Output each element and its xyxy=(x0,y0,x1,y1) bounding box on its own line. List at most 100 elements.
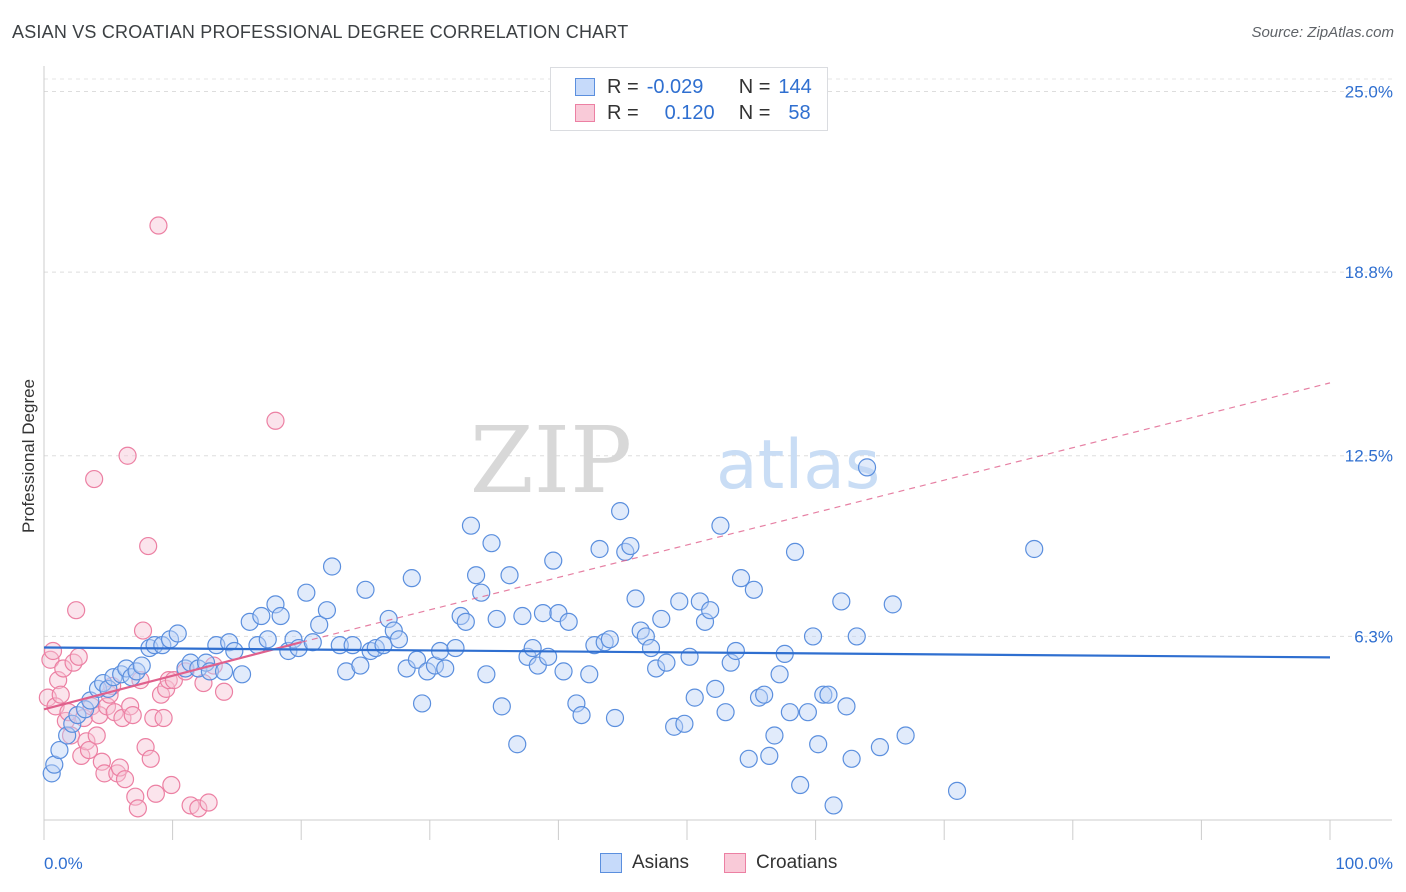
data-point-asians xyxy=(706,679,725,698)
data-point-asians xyxy=(760,746,779,765)
data-point-asians xyxy=(303,633,322,652)
data-point-croatians xyxy=(126,787,145,806)
data-point-croatians xyxy=(151,685,171,704)
legend-n-value: 144 xyxy=(778,75,812,98)
data-point-asians xyxy=(76,700,95,719)
data-point-asians xyxy=(809,735,828,754)
data-point-asians xyxy=(482,534,501,553)
data-point-asians xyxy=(132,656,151,675)
data-point-asians xyxy=(883,595,902,614)
data-point-asians xyxy=(857,458,877,477)
data-point-asians xyxy=(559,612,578,631)
watermark-zip: ZIP xyxy=(470,407,632,514)
data-point-asians xyxy=(749,688,769,707)
axes xyxy=(43,66,1392,840)
data-point-asians xyxy=(258,630,277,649)
data-point-asians xyxy=(112,665,131,684)
data-point-croatians xyxy=(139,536,158,556)
legend-r-label: R = xyxy=(607,75,639,98)
data-point-asians xyxy=(240,612,259,631)
data-point-asians xyxy=(824,796,843,815)
data-point-asians xyxy=(791,775,810,795)
data-point-asians xyxy=(466,566,486,585)
legend-r-value: 0.120 xyxy=(664,101,715,124)
data-point-asians xyxy=(1025,539,1044,559)
data-point-asians xyxy=(297,583,316,602)
data-point-asians xyxy=(402,569,421,588)
data-point-asians xyxy=(533,604,553,623)
data-point-croatians xyxy=(199,793,218,812)
data-point-croatians xyxy=(136,738,155,757)
legend-item-asians: Asians xyxy=(600,852,689,874)
y-tick-label: 25.0% xyxy=(1345,82,1393,101)
data-point-croatians xyxy=(64,653,83,672)
grid-lines xyxy=(44,78,1392,637)
data-point-asians xyxy=(785,542,805,562)
asians-series xyxy=(42,458,1044,815)
legend-swatch-asians xyxy=(600,853,622,873)
data-point-asians xyxy=(765,726,784,745)
data-point-asians xyxy=(842,749,861,768)
data-point-asians xyxy=(492,697,511,716)
data-point-croatians xyxy=(67,601,86,620)
data-point-asians xyxy=(695,612,715,631)
data-point-croatians xyxy=(141,749,160,768)
data-point-asians xyxy=(847,627,866,646)
data-point-asians xyxy=(726,641,745,661)
data-point-croatians xyxy=(133,621,153,640)
y-tick-label: 12.5% xyxy=(1345,447,1393,466)
data-point-asians xyxy=(539,647,558,666)
data-point-asians xyxy=(477,665,496,684)
data-point-asians xyxy=(214,662,234,681)
data-point-asians xyxy=(513,606,532,626)
data-point-asians xyxy=(814,685,833,704)
data-point-asians xyxy=(572,705,591,725)
source-label: Source: ZipAtlas.com xyxy=(1251,24,1394,41)
trend-lines xyxy=(43,382,1331,711)
chart-title: ASIAN VS CROATIAN PROFESSIONAL DEGREE CO… xyxy=(12,22,629,42)
data-point-asians xyxy=(680,647,699,666)
tick-labels: 6.3% 12.5% 18.8% 25.0% 0.0% 100.0% xyxy=(44,82,1393,873)
data-point-asians xyxy=(819,685,838,704)
data-point-asians xyxy=(220,633,239,652)
data-point-asians xyxy=(744,580,763,599)
x-tick-label: 100.0% xyxy=(1335,854,1393,873)
legend-row-croatians: R = 0.120 N = 58 xyxy=(575,100,811,126)
data-point-asians xyxy=(310,615,329,634)
data-point-asians xyxy=(670,592,689,611)
data-point-asians xyxy=(508,735,527,754)
data-point-asians xyxy=(701,601,720,620)
data-point-croatians xyxy=(189,799,208,818)
data-point-croatians xyxy=(92,752,111,771)
y-tick-label: 18.8% xyxy=(1345,263,1393,282)
data-point-asians xyxy=(500,566,519,585)
legend-item-croatians: Croatians xyxy=(724,852,837,874)
data-point-asians xyxy=(798,703,817,722)
data-point-croatians xyxy=(54,659,73,678)
data-point-croatians xyxy=(146,784,165,803)
legend-n-value: 58 xyxy=(788,101,811,124)
data-point-asians xyxy=(621,536,640,556)
data-point-croatians xyxy=(162,775,181,795)
data-point-asians xyxy=(567,694,586,713)
legend-n-label: N = xyxy=(738,101,771,124)
data-point-asians xyxy=(544,551,563,570)
data-point-asians xyxy=(412,694,432,713)
data-point-croatians xyxy=(149,216,168,235)
legend-swatch-croatians xyxy=(575,104,595,122)
legend-r-value: -0.029 xyxy=(646,75,704,98)
data-point-asians xyxy=(317,601,337,620)
data-point-asians xyxy=(685,688,704,707)
trend-line-croatians xyxy=(43,641,302,711)
data-point-asians xyxy=(322,557,342,576)
croatians-series xyxy=(38,216,285,818)
data-point-asians xyxy=(716,703,735,722)
data-point-asians xyxy=(50,740,69,760)
legend-n-label: N = xyxy=(738,75,771,98)
data-point-asians xyxy=(832,592,851,611)
legend-r-label: R = xyxy=(607,101,639,124)
data-point-asians xyxy=(837,697,856,716)
data-point-asians xyxy=(611,502,630,521)
data-point-asians xyxy=(739,749,758,768)
